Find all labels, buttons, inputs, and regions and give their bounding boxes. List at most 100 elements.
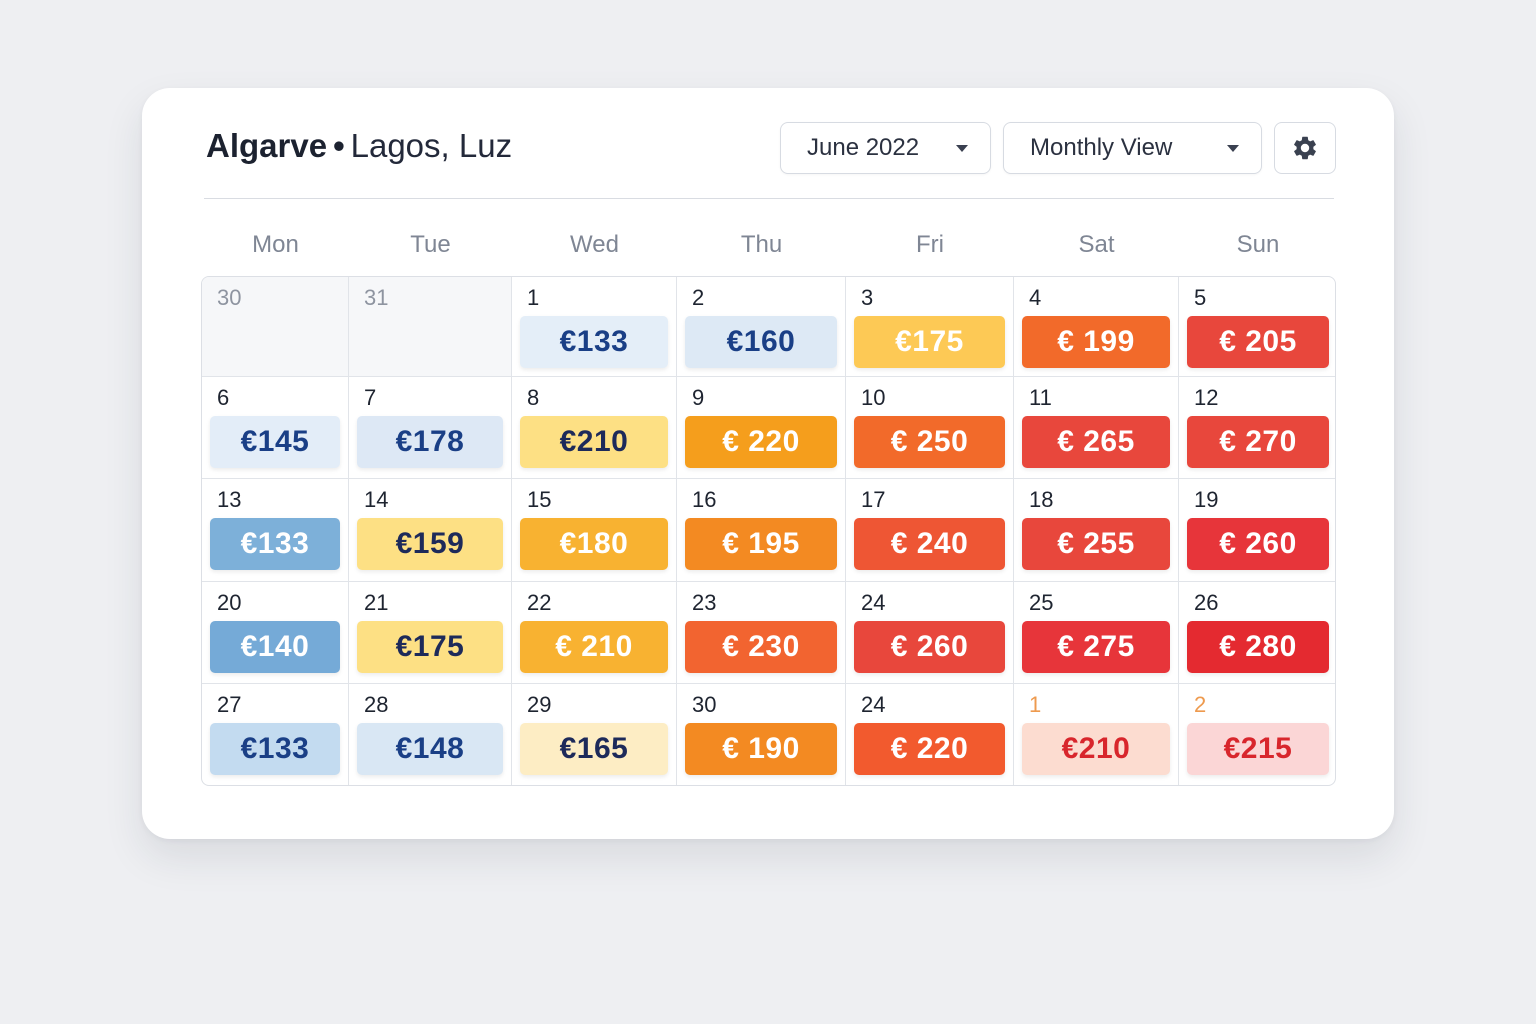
price-badge: € 210 (520, 621, 668, 673)
header-divider (204, 198, 1334, 199)
day-number: 6 (217, 385, 230, 410)
region-name: Algarve (206, 127, 328, 164)
price-badge: € 195 (685, 518, 837, 570)
title-separator: • (333, 127, 345, 164)
price-badge: €210 (1022, 723, 1170, 775)
day-number: 25 (1029, 590, 1054, 615)
price-badge: €175 (357, 621, 503, 673)
price-badge: €159 (357, 518, 503, 570)
day-cell[interactable]: 14 €159 (349, 479, 512, 582)
day-number: 23 (692, 590, 717, 615)
day-number: 4 (1029, 285, 1042, 310)
month-select[interactable]: June 2022 (780, 122, 991, 174)
day-number: 26 (1194, 590, 1219, 615)
day-cell[interactable]: 20 €140 (202, 582, 349, 684)
price-badge: €148 (357, 723, 503, 775)
day-cell[interactable]: 26 € 280 (1179, 582, 1335, 684)
price-badge: € 280 (1187, 621, 1329, 673)
day-number: 10 (861, 385, 886, 410)
price-badge: €210 (520, 416, 668, 468)
day-cell[interactable]: 2 €215 (1179, 684, 1335, 785)
price-badge: € 220 (854, 723, 1005, 775)
price-badge: €140 (210, 621, 340, 673)
day-cell[interactable]: 29 €165 (512, 684, 677, 785)
day-cell[interactable]: 9 € 220 (677, 377, 846, 479)
day-cell[interactable]: 2 €160 (677, 277, 846, 377)
day-cell[interactable]: 12 € 270 (1179, 377, 1335, 479)
day-number: 17 (861, 487, 886, 512)
day-cell[interactable]: 24 € 260 (846, 582, 1014, 684)
day-cell[interactable]: 1 €210 (1014, 684, 1179, 785)
weekday-tue: Tue (410, 231, 451, 258)
day-cell[interactable]: 22 € 210 (512, 582, 677, 684)
day-cell[interactable]: 16 € 195 (677, 479, 846, 582)
day-cell[interactable]: 13 €133 (202, 479, 349, 582)
price-badge: €133 (210, 723, 340, 775)
day-cell[interactable]: 30 € 190 (677, 684, 846, 785)
day-number: 9 (692, 385, 705, 410)
price-badge: € 230 (685, 621, 837, 673)
weekday-mon: Mon (252, 231, 299, 258)
day-cell[interactable]: 15 €180 (512, 479, 677, 582)
price-badge: €133 (520, 316, 668, 368)
day-number: 2 (692, 285, 705, 310)
day-cell[interactable]: 1 €133 (512, 277, 677, 377)
day-cell[interactable]: 3 €175 (846, 277, 1014, 377)
month-select-label: June 2022 (807, 134, 920, 161)
price-badge: €178 (357, 416, 503, 468)
place-name: Lagos, Luz (350, 127, 513, 164)
price-badge: €215 (1187, 723, 1329, 775)
day-number: 21 (364, 590, 389, 615)
view-select[interactable]: Monthly View (1003, 122, 1262, 174)
day-cell[interactable]: 7 €178 (349, 377, 512, 479)
day-number: 31 (364, 285, 389, 310)
page-title: Algarve • Lagos, Luz (206, 126, 512, 166)
weekday-fri: Fri (916, 231, 944, 258)
day-cell[interactable]: 24 € 220 (846, 684, 1014, 785)
price-badge: €165 (520, 723, 668, 775)
day-number: 29 (527, 692, 552, 717)
day-cell[interactable]: 4 € 199 (1014, 277, 1179, 377)
day-number: 24 (861, 590, 886, 615)
day-number: 20 (217, 590, 242, 615)
day-cell[interactable]: 21 €175 (349, 582, 512, 684)
day-number: 5 (1194, 285, 1207, 310)
day-number: 1 (1029, 692, 1042, 717)
price-badge: € 190 (685, 723, 837, 775)
weekday-header: Mon Tue Wed Thu Fri Sat Sun (202, 228, 1336, 268)
day-cell[interactable]: 31 (349, 277, 512, 377)
price-badge: € 270 (1187, 416, 1329, 468)
day-number: 11 (1029, 385, 1052, 410)
day-cell[interactable]: 8 €210 (512, 377, 677, 479)
price-badge: €133 (210, 518, 340, 570)
day-number: 14 (364, 487, 389, 512)
day-cell[interactable]: 18 € 255 (1014, 479, 1179, 582)
weekday-thu: Thu (740, 231, 783, 258)
day-cell[interactable]: 25 € 275 (1014, 582, 1179, 684)
day-number: 19 (1194, 487, 1219, 512)
weekday-wed: Wed (570, 231, 619, 258)
day-cell[interactable]: 6 €145 (202, 377, 349, 479)
day-cell[interactable]: 5 € 205 (1179, 277, 1335, 377)
day-number: 13 (217, 487, 242, 512)
settings-button[interactable] (1274, 122, 1336, 174)
weekday-sun: Sun (1236, 231, 1280, 258)
day-number: 12 (1194, 385, 1219, 410)
price-badge: € 205 (1187, 316, 1329, 368)
day-number: 28 (364, 692, 389, 717)
day-cell[interactable]: 17 € 240 (846, 479, 1014, 582)
day-cell[interactable]: 28 €148 (349, 684, 512, 785)
day-number: 8 (527, 385, 540, 410)
calendar-card: Algarve • Lagos, Luz June 2022 Monthly Vie… (142, 88, 1394, 839)
day-cell[interactable]: 10 € 250 (846, 377, 1014, 479)
day-cell[interactable]: 30 (202, 277, 349, 377)
day-cell[interactable]: 19 € 260 (1179, 479, 1335, 582)
price-badge: €145 (210, 416, 340, 468)
price-badge: €175 (854, 316, 1005, 368)
day-cell[interactable]: 11 € 265 (1014, 377, 1179, 479)
price-badge: € 250 (854, 416, 1005, 468)
day-number: 3 (861, 285, 874, 310)
day-number: 16 (692, 487, 717, 512)
day-cell[interactable]: 23 € 230 (677, 582, 846, 684)
day-cell[interactable]: 27 €133 (202, 684, 349, 785)
